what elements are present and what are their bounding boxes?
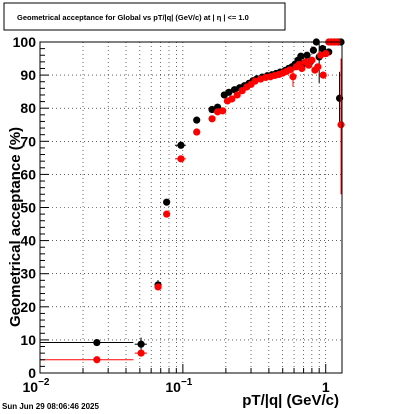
y-tick-label: 50 bbox=[20, 200, 36, 216]
data-point bbox=[177, 155, 185, 163]
x-tick-exponent: −2 bbox=[38, 377, 50, 388]
x-tick-label: 10−1 bbox=[165, 377, 192, 395]
grid bbox=[40, 42, 342, 373]
y-tick-label: 90 bbox=[20, 67, 36, 83]
data-point bbox=[322, 49, 330, 58]
data-point bbox=[228, 95, 236, 103]
data-point bbox=[137, 340, 145, 348]
data-series bbox=[40, 38, 345, 364]
data-point bbox=[289, 73, 297, 81]
data-point bbox=[137, 349, 145, 357]
data-point bbox=[251, 77, 259, 85]
data-point bbox=[297, 52, 305, 60]
data-point bbox=[303, 51, 311, 59]
y-tick-label: 10 bbox=[20, 332, 36, 348]
data-point bbox=[337, 121, 345, 129]
y-tick-label: 0 bbox=[28, 365, 36, 381]
y-axis-label: Geometrical acceptance (%) bbox=[7, 127, 24, 327]
title-frame bbox=[3, 2, 286, 31]
chart-title: Geometrical acceptance for Global vs pT/… bbox=[17, 13, 249, 22]
data-point bbox=[208, 115, 216, 123]
y-tick-label: 20 bbox=[20, 299, 36, 315]
x-tick-label: 10−2 bbox=[23, 377, 50, 395]
series-red bbox=[40, 38, 345, 364]
data-point bbox=[219, 107, 227, 115]
data-point bbox=[177, 141, 185, 149]
y-tick-label: 80 bbox=[20, 100, 36, 116]
data-point bbox=[193, 128, 201, 136]
data-point bbox=[314, 63, 322, 71]
data-point bbox=[93, 356, 101, 364]
series-black bbox=[40, 38, 345, 351]
y-tick-label: 100 bbox=[13, 34, 37, 50]
data-point bbox=[298, 64, 306, 73]
axes: 0 10 20 30 40 50 60 70 80 90 100 10−2 10−1 1 bbox=[13, 34, 330, 395]
data-point bbox=[163, 210, 171, 218]
data-point bbox=[225, 88, 233, 96]
data-point bbox=[233, 91, 241, 99]
data-point bbox=[308, 56, 316, 64]
title-box: Geometrical acceptance for Global vs pT/… bbox=[3, 2, 286, 31]
timestamp: Sun Jun 29 08:06:46 2025 bbox=[2, 402, 99, 411]
data-point bbox=[163, 198, 171, 206]
data-point bbox=[309, 46, 318, 54]
x-tick-exponent: −1 bbox=[181, 377, 193, 388]
data-point bbox=[208, 105, 216, 114]
data-point bbox=[193, 116, 201, 124]
y-tick-label: 40 bbox=[20, 233, 36, 249]
data-point bbox=[286, 66, 294, 74]
data-point bbox=[319, 71, 327, 79]
y-tick-label: 70 bbox=[20, 133, 36, 149]
y-tick-label: 30 bbox=[20, 266, 36, 282]
x-axis-label: pT/|q| (GeV/c) bbox=[242, 392, 339, 409]
y-tick-label: 60 bbox=[20, 166, 36, 182]
data-point bbox=[93, 338, 101, 347]
data-point bbox=[154, 283, 162, 291]
x-tick-label: 1 bbox=[322, 379, 330, 395]
